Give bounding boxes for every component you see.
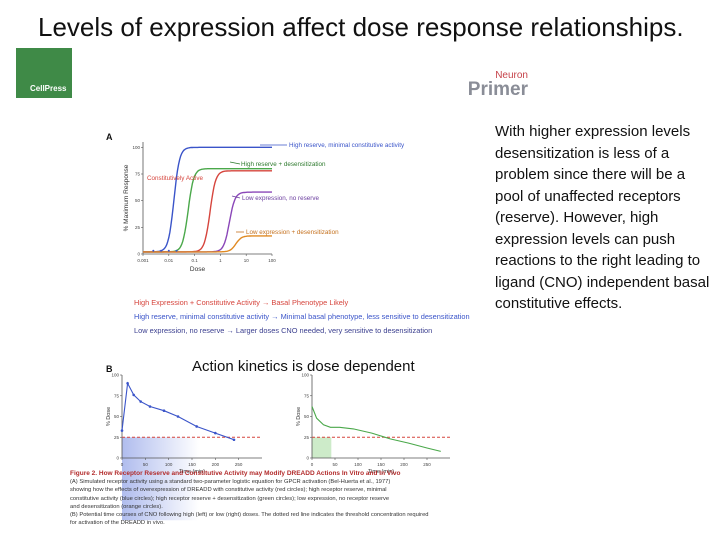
x-tick-label: 50: [143, 462, 149, 467]
series-line-4: [143, 235, 272, 253]
active-range-shading: [122, 437, 199, 521]
data-point: [175, 249, 178, 252]
caption-line: for activation of the DREADD in vivo.: [70, 520, 165, 527]
x-axis-label: Time (min): [368, 469, 394, 475]
journal-name: Neuron: [495, 70, 528, 81]
y-tick-label: 75: [114, 393, 120, 398]
y-axis-label: % Maximum Response: [123, 164, 130, 231]
y-tick-label: 25: [114, 435, 120, 440]
x-tick-label: 200: [400, 462, 408, 467]
time-course-line: [311, 406, 441, 452]
x-tick-label: 250: [235, 462, 243, 467]
curve-annotation: High reserve, minimal constitutive activ…: [289, 142, 405, 149]
time-course-point: [214, 431, 217, 435]
y-tick-label: 25: [135, 225, 141, 230]
x-tick-label: 0: [121, 462, 124, 467]
panel-b-caption: Action kinetics is dose dependent: [192, 358, 415, 375]
time-course-line: [121, 381, 235, 441]
y-axis-label: % Dose: [296, 407, 302, 426]
caption-line: showing how the effects of overexpressio…: [70, 487, 387, 494]
y-axis-label: % Dose: [106, 407, 112, 426]
x-tick-label: 0.01: [164, 258, 173, 263]
time-course-point: [195, 425, 198, 428]
figure-legend: High Expression + Constitutive Activity …: [134, 296, 494, 339]
x-tick-label: 0: [311, 462, 314, 467]
x-tick-label: 200: [212, 462, 220, 467]
x-tick-label: 1: [219, 258, 222, 263]
x-axis-label: Dose: [190, 266, 206, 273]
x-tick-label: 150: [377, 462, 385, 467]
x-tick-label: 100: [165, 462, 173, 467]
legend-text: High Expression + Constitutive Activity …: [134, 298, 349, 307]
side-explanation: With higher expression levels desensitiz…: [495, 123, 710, 312]
x-tick-label: 0.001: [137, 258, 149, 263]
y-tick-label: 75: [304, 393, 310, 398]
annotation-arrow: [231, 195, 241, 199]
cellpress-logo: CellPress: [16, 48, 72, 98]
y-tick-label: 25: [304, 435, 310, 440]
time-course-point: [176, 415, 180, 418]
panel-a-label: A: [106, 132, 113, 142]
x-tick-label: 100: [268, 258, 276, 263]
data-point: [160, 249, 163, 252]
x-tick-label: 10: [244, 258, 250, 263]
y-tick-label: 75: [135, 172, 141, 177]
time-course-point: [132, 393, 135, 397]
y-tick-label: 0: [137, 252, 140, 257]
x-tick-label: 150: [188, 462, 196, 467]
series-name: Primer: [467, 79, 528, 100]
cellpress-logo-text: CellPress: [30, 84, 67, 93]
caption-heading: Figure 2. How Receptor Reserve and Const…: [70, 470, 401, 477]
y-tick-label: 100: [111, 373, 119, 378]
time-course-point: [162, 409, 166, 412]
legend-text: High reserve, minimal constitutive activ…: [134, 312, 470, 322]
y-tick-label: 100: [301, 373, 309, 378]
curve-annotation: Low expression, no reserve: [242, 195, 319, 202]
time-course-point: [232, 438, 236, 442]
active-range-shading: [312, 437, 332, 458]
time-course-point: [148, 405, 152, 408]
caption-line: (A) Simulated receptor activity using a …: [70, 479, 391, 486]
series-line-0: [143, 146, 272, 253]
curve-annotation: Constitutively Active: [147, 175, 203, 182]
x-tick-label: 0.1: [191, 258, 198, 263]
caption-line: and desensitization (orange circles).: [70, 503, 163, 510]
x-tick-label: 250: [423, 462, 431, 467]
y-tick-label: 0: [116, 456, 119, 461]
caption-line: constitutive activity (blue circles); hi…: [70, 495, 390, 502]
journal-logo: Neuron Primer: [448, 70, 528, 101]
y-tick-label: 50: [135, 198, 141, 203]
x-tick-label: 100: [354, 462, 362, 467]
curve-annotation: High reserve + desensitization: [241, 161, 326, 168]
data-point: [167, 249, 170, 252]
y-tick-label: 100: [132, 145, 140, 150]
annotation-arrow: [229, 161, 241, 165]
figure-caption: Figure 2. How Receptor Reserve and Const…: [70, 470, 540, 527]
data-point: [152, 249, 155, 252]
y-tick-label: 50: [114, 414, 120, 419]
x-tick-label: 50: [332, 462, 338, 467]
curve-annotation: Low expression + desensitization: [246, 229, 339, 236]
panel-b-label: B: [106, 364, 113, 374]
y-tick-label: 0: [306, 456, 309, 461]
slide-title: Levels of expression affect dose respons…: [38, 12, 684, 42]
caption-line: (B) Potential time courses of CNO follow…: [70, 512, 429, 519]
legend-item-high-reserve: High reserve, minimal constitutive activ…: [134, 310, 494, 324]
x-axis-label: Time (min): [179, 469, 205, 475]
legend-item-constitutive: High Expression + Constitutive Activity …: [134, 296, 494, 310]
y-tick-label: 50: [304, 414, 310, 419]
legend-text: Low expression, no reserve → Larger dose…: [134, 326, 433, 336]
time-course-point: [139, 400, 142, 403]
time-course-point: [126, 382, 129, 385]
time-course-point: [120, 429, 124, 432]
legend-item-low-expression: Low expression, no reserve → Larger dose…: [134, 324, 494, 338]
